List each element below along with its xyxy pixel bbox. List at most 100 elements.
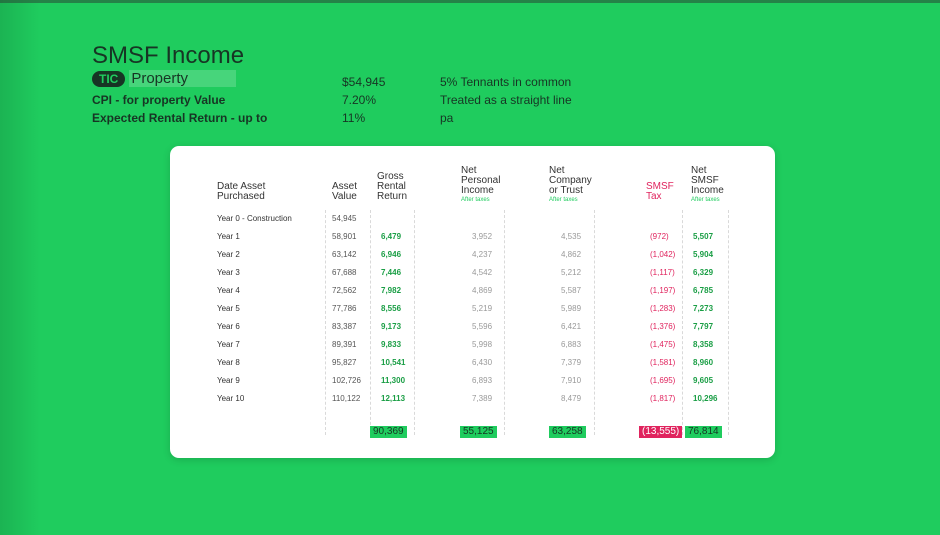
gross-return-cell: 6,946 — [381, 250, 402, 259]
row-label: Year 4 — [217, 286, 240, 295]
row-label: Year 8 — [217, 358, 240, 367]
header-net-personal-sub: After taxes — [461, 197, 490, 203]
net-smsf-cell: 5,904 — [693, 250, 714, 259]
net-smsf-cell: 6,785 — [693, 286, 714, 295]
asset-value-cell: 77,786 — [332, 304, 357, 313]
column-divider — [728, 210, 729, 435]
smsf-tax-cell: (1,042) — [650, 250, 676, 259]
column-divider — [370, 210, 371, 435]
net-personal-cell: 6,893 — [472, 376, 493, 385]
table-row: Year 8 95,827 10,541 6,430 7,379 (1,581)… — [170, 354, 775, 372]
net-company-cell: 4,862 — [561, 250, 582, 259]
smsf-tax-cell: (1,475) — [650, 340, 676, 349]
total-net-personal: 55,125 — [460, 426, 497, 438]
table-row: Year 2 63,142 6,946 4,237 4,862 (1,042) … — [170, 246, 775, 264]
header-asset: Asset Value — [332, 181, 358, 202]
gross-return-cell: 8,556 — [381, 304, 402, 313]
column-divider — [594, 210, 595, 435]
asset-value-cell: 54,945 — [332, 214, 357, 223]
income-table-card: Date Asset Purchased Asset Value Gross R… — [170, 146, 775, 458]
row-label: Year 9 — [217, 376, 240, 385]
net-personal-cell: 3,952 — [472, 232, 493, 241]
asset-value-cell: 63,142 — [332, 250, 357, 259]
tic-property-label: Property — [129, 70, 237, 87]
smsf-tax-cell: (1,197) — [650, 286, 676, 295]
net-company-cell: 8,479 — [561, 394, 582, 403]
net-smsf-cell: 9,605 — [693, 376, 714, 385]
net-smsf-cell: 7,797 — [693, 322, 714, 331]
net-smsf-cell: 7,273 — [693, 304, 714, 313]
row-label: Year 2 — [217, 250, 240, 259]
net-company-cell: 7,379 — [561, 358, 582, 367]
rental-return-label: Expected Rental Return - up to — [92, 111, 268, 125]
tic-badge: TIC — [92, 70, 126, 87]
total-net-company: 63,258 — [549, 426, 586, 438]
header-net-personal: Net Personal Income After taxes — [461, 166, 511, 204]
row-label: Year 1 — [217, 232, 240, 241]
row-label: Year 3 — [217, 268, 240, 277]
property-value: $54,945 — [342, 75, 386, 89]
header-net-smsf-label: Net SMSF Income — [691, 165, 724, 196]
net-company-cell: 5,989 — [561, 304, 582, 313]
header-gross: Gross Rental Return — [377, 171, 408, 202]
net-personal-cell: 5,998 — [472, 340, 493, 349]
net-personal-cell: 5,596 — [472, 322, 493, 331]
row-label: Year 10 — [217, 394, 245, 403]
net-personal-cell: 6,430 — [472, 358, 493, 367]
asset-value-cell: 83,387 — [332, 322, 357, 331]
net-personal-cell: 5,219 — [472, 304, 493, 313]
smsf-tax-cell: (1,581) — [650, 358, 676, 367]
header-net-company-sub: After taxes — [549, 197, 578, 203]
header-net-company-label: Net Company or Trust — [549, 165, 592, 196]
tic-property-row: TIC Property — [92, 70, 237, 87]
table-row: Year 6 83,387 9,173 5,596 6,421 (1,376) … — [170, 318, 775, 336]
asset-value-cell: 110,122 — [332, 394, 361, 403]
asset-value-cell: 67,688 — [332, 268, 357, 277]
row-label: Year 6 — [217, 322, 240, 331]
net-smsf-cell: 8,960 — [693, 358, 714, 367]
table-row: Year 5 77,786 8,556 5,219 5,989 (1,283) … — [170, 300, 775, 318]
smsf-tax-cell: (972) — [650, 232, 669, 241]
header-net-company: Net Company or Trust After taxes — [549, 166, 601, 204]
net-company-cell: 6,421 — [561, 322, 582, 331]
table-row: Year 9 102,726 11,300 6,893 7,910 (1,695… — [170, 372, 775, 390]
header-net-personal-label: Net Personal Income — [461, 165, 501, 196]
cpi-label: CPI - for property Value — [92, 93, 226, 107]
gross-return-cell: 9,173 — [381, 322, 402, 331]
table-row: Year 7 89,391 9,833 5,998 6,883 (1,475) … — [170, 336, 775, 354]
gross-return-cell: 6,479 — [381, 232, 402, 241]
header-net-smsf-sub: After taxes — [691, 197, 720, 203]
net-personal-cell: 4,237 — [472, 250, 493, 259]
asset-value-cell: 58,901 — [332, 232, 357, 241]
table-row: Year 4 72,562 7,982 4,869 5,587 (1,197) … — [170, 282, 775, 300]
table-row: Year 10 110,122 12,113 7,389 8,479 (1,81… — [170, 390, 775, 408]
asset-value-cell: 95,827 — [332, 358, 357, 367]
gross-return-cell: 12,113 — [381, 394, 406, 403]
table-row: Year 0 - Construction 54,945 — [170, 210, 775, 228]
rental-return-note: pa — [440, 111, 454, 125]
net-company-cell: 7,910 — [561, 376, 582, 385]
net-company-cell: 4,535 — [561, 232, 582, 241]
net-company-cell: 5,587 — [561, 286, 582, 295]
smsf-tax-cell: (1,283) — [650, 304, 676, 313]
gross-return-cell: 7,982 — [381, 286, 402, 295]
row-label: Year 5 — [217, 304, 240, 313]
column-divider — [325, 210, 326, 435]
net-company-cell: 6,883 — [561, 340, 582, 349]
column-divider — [504, 210, 505, 435]
net-smsf-cell: 5,507 — [693, 232, 714, 241]
smsf-tax-cell: (1,817) — [650, 394, 676, 403]
table-row: Year 1 58,901 6,479 3,952 4,535 (972) 5,… — [170, 228, 775, 246]
table-row: Year 3 67,688 7,446 4,542 5,212 (1,117) … — [170, 264, 775, 282]
net-personal-cell: 7,389 — [472, 394, 493, 403]
asset-value-cell: 102,726 — [332, 376, 361, 385]
row-label: Year 0 - Construction — [217, 214, 292, 223]
row-label: Year 7 — [217, 340, 240, 349]
gross-return-cell: 10,541 — [381, 358, 406, 367]
cpi-value: 7.20% — [342, 93, 377, 107]
header-date: Date Asset Purchased — [217, 181, 266, 202]
net-smsf-cell: 6,329 — [693, 268, 714, 277]
column-divider — [682, 210, 683, 435]
asset-value-cell: 89,391 — [332, 340, 357, 349]
